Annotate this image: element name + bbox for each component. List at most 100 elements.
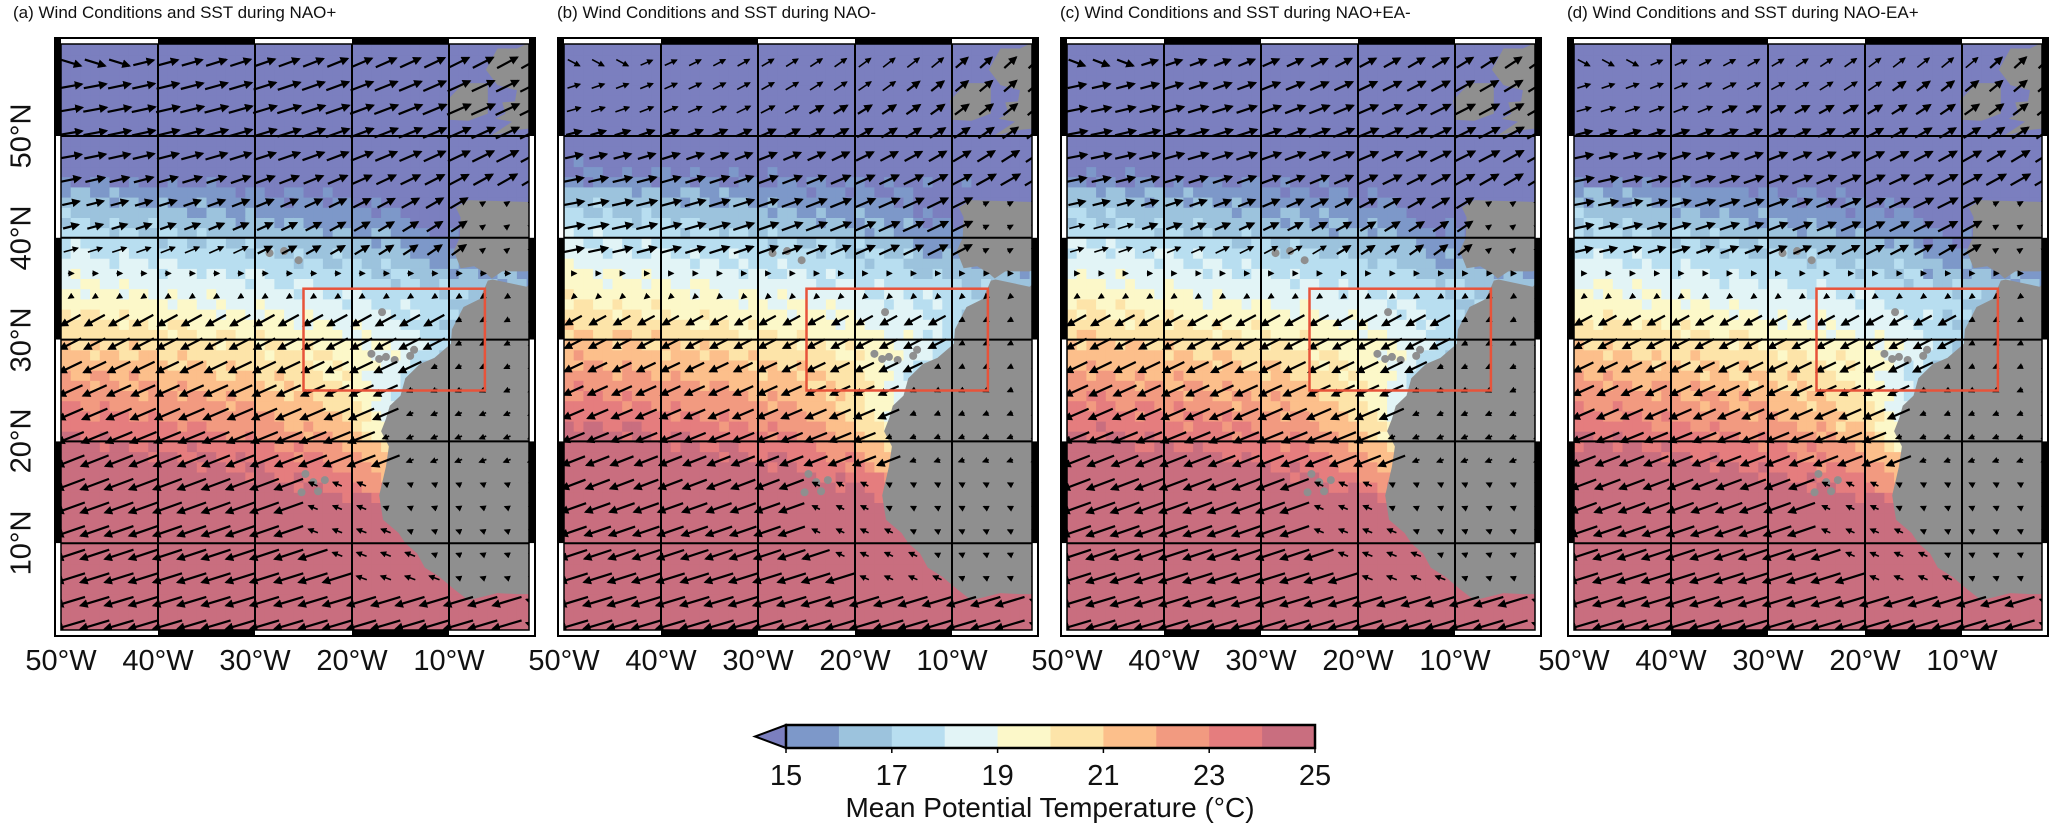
- sst-cell: [583, 85, 594, 96]
- sst-cell: [622, 207, 633, 218]
- sst-cell: [255, 74, 266, 86]
- sst-cell: [361, 502, 372, 514]
- sst-cell: [284, 390, 295, 402]
- sst-cell: [381, 614, 392, 626]
- sst-cell: [313, 614, 324, 626]
- sst-cell: [429, 624, 440, 630]
- sst-cell: [381, 298, 392, 310]
- sst-cell: [690, 64, 701, 76]
- sst-cell: [70, 298, 81, 310]
- sst-cell: [313, 553, 324, 565]
- sst-cell: [390, 237, 401, 249]
- sst-cell: [264, 339, 275, 351]
- sst-cell: [400, 278, 411, 290]
- sst-cell: [313, 309, 324, 320]
- sst-cell: [216, 207, 227, 218]
- wind-arrow: [398, 126, 424, 139]
- sst-cell: [148, 400, 159, 412]
- sst-cell: [777, 54, 788, 66]
- sst-cell: [322, 553, 334, 565]
- sst-cell: [303, 349, 314, 361]
- wind-arrow: [405, 433, 414, 440]
- wind-arrow: [402, 221, 420, 233]
- sst-cell: [622, 329, 633, 341]
- sst-cell: [699, 360, 710, 371]
- sst-cell: [322, 197, 334, 208]
- sst-cell: [284, 115, 295, 127]
- sst-cell: [419, 563, 431, 575]
- sst-cell: [690, 166, 701, 178]
- sst-cell: [187, 176, 198, 188]
- sst-cell: [449, 197, 460, 208]
- sst-cell: [390, 329, 401, 341]
- sst-cell: [670, 44, 681, 56]
- sst-cell: [738, 349, 749, 361]
- sst-cell: [573, 278, 584, 290]
- sst-cell: [109, 594, 120, 605]
- sst-cell: [728, 105, 740, 117]
- sst-cell: [177, 349, 188, 361]
- sst-cell: [602, 349, 613, 361]
- sst-cell: [728, 614, 740, 626]
- sst-cell: [371, 563, 382, 575]
- sst-cell: [80, 288, 91, 300]
- sst-cell: [593, 95, 604, 106]
- sst-cell: [497, 156, 508, 168]
- sst-cell: [593, 583, 604, 595]
- sst-cell: [439, 95, 450, 106]
- sst-cell: [206, 166, 217, 178]
- sst-cell: [61, 146, 72, 157]
- wind-arrow: [230, 174, 252, 185]
- sst-cell: [352, 309, 363, 320]
- sst-cell: [313, 624, 324, 630]
- sst-cell: [235, 278, 246, 290]
- sst-cell: [680, 268, 691, 279]
- sst-cell: [400, 553, 411, 565]
- sst-cell: [303, 604, 314, 615]
- sst-cell: [322, 278, 334, 290]
- wind-arrow: [351, 174, 373, 186]
- sst-cell: [293, 156, 304, 168]
- wind-arrow: [180, 313, 203, 327]
- sst-cell: [109, 136, 120, 147]
- sst-cell: [274, 74, 285, 86]
- sst-cell: [148, 74, 159, 86]
- sst-cell: [787, 583, 798, 595]
- sst-cell: [99, 248, 110, 259]
- sst-cell: [332, 288, 343, 300]
- sst-cell: [719, 258, 730, 269]
- wind-arrow: [380, 528, 391, 534]
- sst-cell: [245, 156, 256, 168]
- sst-cell: [216, 278, 227, 290]
- sst-cell: [90, 319, 101, 330]
- sst-cell: [583, 288, 594, 300]
- sst-cell: [748, 95, 759, 106]
- sst-cell: [787, 461, 798, 473]
- sst-cell: [99, 410, 110, 422]
- sst-cell: [284, 512, 295, 524]
- sst-cell: [583, 349, 594, 361]
- sst-cell: [612, 421, 623, 432]
- sst-cell: [167, 512, 178, 524]
- sst-cell: [332, 207, 343, 218]
- sst-cell: [777, 309, 788, 320]
- sst-cell: [167, 441, 178, 453]
- sst-cell: [352, 136, 363, 147]
- sst-cell: [303, 400, 314, 412]
- sst-cell: [187, 522, 198, 534]
- sst-cell: [196, 390, 207, 402]
- sst-cell: [468, 136, 479, 147]
- sst-cell: [167, 258, 178, 269]
- sst-cell: [680, 512, 691, 524]
- sst-cell: [728, 298, 740, 310]
- wind-arrow: [334, 292, 342, 299]
- sst-cell: [206, 146, 217, 157]
- sst-cell: [313, 186, 324, 198]
- wind-arrow: [200, 477, 231, 492]
- sst-cell: [728, 166, 740, 178]
- sst-cell: [690, 471, 701, 483]
- sst-cell: [138, 583, 149, 595]
- sst-cell: [293, 492, 304, 503]
- wind-arrow: [272, 595, 304, 608]
- sst-cell: [293, 543, 304, 554]
